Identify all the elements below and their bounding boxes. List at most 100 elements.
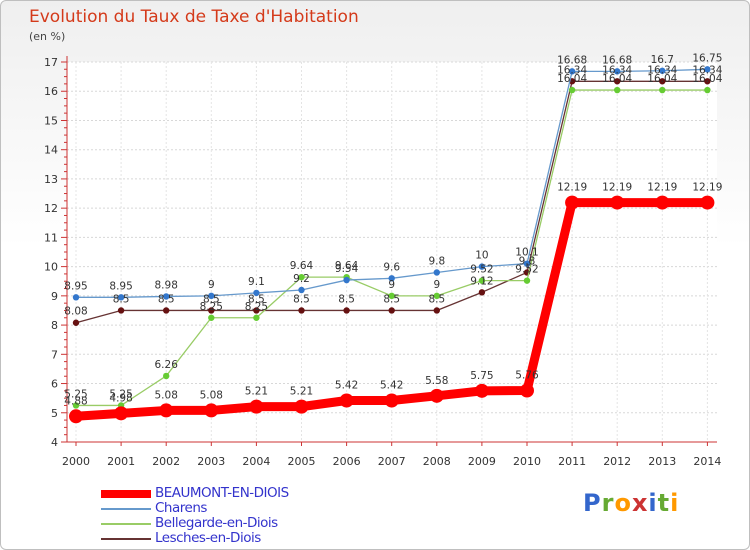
x-tick-label: 2011 <box>558 455 586 468</box>
y-tick-label: 11 <box>44 231 58 244</box>
data-point-beaumont <box>429 388 444 403</box>
x-tick-label: 2001 <box>107 455 135 468</box>
data-point-beaumont <box>339 393 354 408</box>
data-label-beaumont: 5.76 <box>515 370 539 382</box>
data-point-beaumont <box>474 383 489 398</box>
data-point-beaumont <box>655 195 670 210</box>
logo-letter: r <box>601 489 615 517</box>
data-point-charens <box>117 294 125 301</box>
y-tick-label: 9 <box>51 290 58 303</box>
data-point-charens <box>388 275 395 282</box>
data-point-charens <box>614 68 621 75</box>
data-point-lesches <box>163 307 170 314</box>
data-point-bellegarde <box>568 86 576 94</box>
data-point-charens <box>343 276 350 284</box>
data-label-charens: 16.75 <box>692 52 722 64</box>
data-label-charens: 16.68 <box>602 54 632 66</box>
x-tick-label: 2003 <box>197 455 225 468</box>
data-point-lesches <box>117 307 125 314</box>
data-point-bellegarde <box>253 314 260 321</box>
data-point-bellegarde <box>72 402 80 409</box>
data-label-charens: 10.1 <box>515 247 538 259</box>
data-point-lesches <box>478 289 486 296</box>
data-point-charens <box>568 68 576 75</box>
data-point-bellegarde <box>388 292 395 300</box>
data-label-bellegarde: 16.04 <box>647 73 677 85</box>
y-tick-label: 7 <box>51 348 58 361</box>
data-label-bellegarde: 5.25 <box>64 388 87 400</box>
data-point-charens <box>163 293 170 300</box>
data-label-charens: 8.95 <box>64 280 87 292</box>
data-label-bellegarde: 5.25 <box>109 388 132 400</box>
y-tick-label: 17 <box>44 56 58 69</box>
data-label-bellegarde: 6.26 <box>155 359 179 371</box>
data-point-beaumont <box>294 399 309 414</box>
data-point-beaumont <box>114 406 129 421</box>
data-labels-layer: 8.08 8.5 8.5 8.5 8.5 8.5 8.5 8.5 8.5 9.12 9.8 16.34… <box>64 52 722 407</box>
y-tick-label: 14 <box>44 144 58 157</box>
data-label-lesches: 8.5 <box>383 293 400 305</box>
data-label-beaumont: 12.19 <box>557 182 587 194</box>
data-point-bellegarde <box>208 314 215 321</box>
data-label-lesches: 9.12 <box>470 275 493 287</box>
y-tick-label: 12 <box>44 202 58 215</box>
logo-letter: P <box>583 489 602 517</box>
data-point-beaumont <box>610 195 625 210</box>
data-point-lesches <box>253 307 260 314</box>
data-label-lesches: 8.5 <box>428 293 445 305</box>
x-tick-label: 2000 <box>62 455 90 468</box>
x-tick-label: 2008 <box>423 455 451 468</box>
data-point-bellegarde <box>523 277 531 284</box>
y-tick-label: 5 <box>51 407 58 420</box>
data-label-lesches: 8.08 <box>64 306 87 318</box>
data-label-beaumont: 5.21 <box>290 386 313 398</box>
data-point-beaumont <box>159 403 174 418</box>
data-label-bellegarde: 16.04 <box>692 73 722 85</box>
data-label-bellegarde: 9.64 <box>290 260 314 272</box>
x-tick-label: 2013 <box>648 455 676 468</box>
data-label-lesches: 16.34 <box>692 64 722 76</box>
data-label-beaumont: 5.75 <box>470 370 493 382</box>
logo-letter: o <box>614 489 632 517</box>
data-point-beaumont <box>565 195 580 210</box>
data-point-lesches <box>343 307 350 314</box>
data-label-charens: 9 <box>208 279 215 291</box>
y-tick-label: 10 <box>44 261 58 274</box>
data-point-beaumont <box>69 409 83 424</box>
data-label-lesches: 16.34 <box>602 64 632 76</box>
data-point-bellegarde <box>478 277 486 284</box>
data-label-charens: 9.8 <box>428 255 445 267</box>
data-label-charens: 10 <box>475 250 488 262</box>
y-tick-label: 15 <box>44 114 58 127</box>
data-point-charens <box>478 263 486 270</box>
data-label-charens: 16.7 <box>651 54 674 66</box>
legend-swatch-charens <box>101 508 151 510</box>
legend-label-lesches: Lesches-en-Diois <box>155 530 261 546</box>
data-point-beaumont <box>520 383 534 398</box>
data-label-bellegarde: 9.52 <box>470 264 493 276</box>
data-point-beaumont <box>204 403 219 418</box>
data-point-beaumont <box>384 393 399 408</box>
data-label-beaumont: 5.42 <box>380 379 403 391</box>
data-point-lesches <box>704 78 711 85</box>
data-label-charens: 16.68 <box>557 54 587 66</box>
proxiti-logo: Proxiti <box>583 489 679 517</box>
data-label-bellegarde: 8.25 <box>200 301 223 313</box>
x-tick-label: 2005 <box>288 455 316 468</box>
data-label-lesches: 8.5 <box>203 293 220 305</box>
logo-letter: t <box>657 489 671 517</box>
data-point-charens <box>433 269 440 276</box>
data-point-charens <box>523 260 531 267</box>
data-point-beaumont <box>700 195 715 210</box>
data-point-lesches <box>388 307 395 314</box>
y-tick-label: 6 <box>51 378 58 391</box>
data-point-bellegarde <box>163 372 170 380</box>
data-label-bellegarde: 16.04 <box>557 73 587 85</box>
y-tick-label: 13 <box>44 173 58 186</box>
legend-label-beaumont: BEAUMONT-EN-DIOIS <box>155 485 289 501</box>
x-tick-label: 2010 <box>513 455 541 468</box>
legend-swatch-lesches <box>101 538 151 540</box>
data-label-beaumont: 5.21 <box>245 386 268 398</box>
data-label-charens: 9.1 <box>248 276 265 288</box>
